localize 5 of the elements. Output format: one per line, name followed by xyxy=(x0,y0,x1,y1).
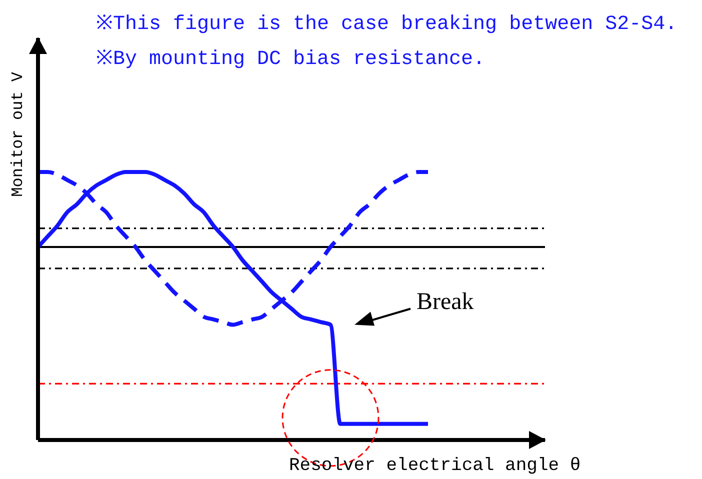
chart-title: ※This figure is the case breaking between S2-S4. xyxy=(96,12,678,36)
x-axis-title: Resolver electrical angle θ xyxy=(289,456,581,476)
chart-subtitle: ※By mounting DC bias resistance. xyxy=(96,47,486,71)
y-axis-title: Monitor out V xyxy=(9,72,27,197)
annotation: Break xyxy=(416,288,474,316)
